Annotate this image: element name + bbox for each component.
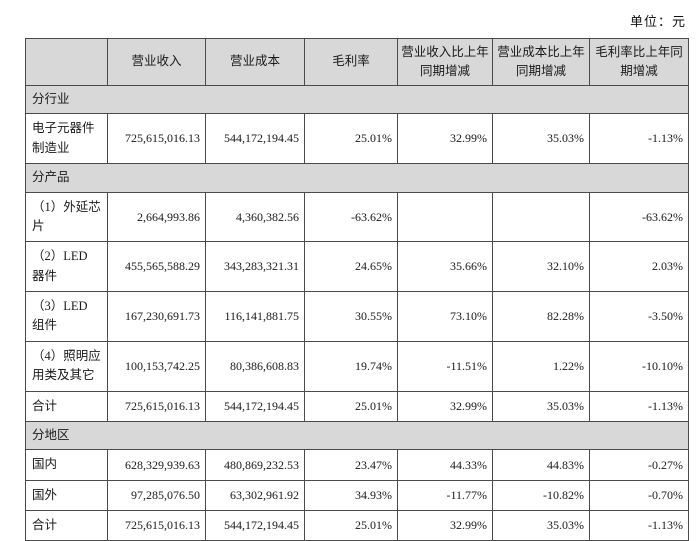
cell-value: 2.03%: [589, 241, 689, 292]
cell-value: 97,285,076.50: [107, 479, 206, 512]
row-label: 国外: [25, 479, 108, 512]
section-row: 分产品: [25, 163, 689, 193]
table-row: （2）LED 器件 455,565,588.29 343,283,321.31 24.…: [25, 241, 689, 292]
section-row: 分行业: [25, 84, 689, 115]
table-row: 国内 628,329,939.63 480,869,232.53 23.47% 44.3…: [25, 449, 689, 481]
cell-value: 34.93%: [304, 479, 398, 512]
cell-value: 80,386,608.83: [205, 340, 305, 392]
cell-value: 25.01%: [304, 390, 398, 422]
cell-value: -1.13%: [589, 509, 689, 541]
cell-value: 35.66%: [397, 241, 493, 292]
cell-value: [492, 191, 590, 243]
cell-value: 25.01%: [304, 113, 398, 165]
cell-value: -3.50%: [589, 291, 689, 342]
cell-value: -10.10%: [589, 340, 689, 392]
table-row: （1）外延芯片 2,664,993.86 4,360,382.56 -63.62% -6…: [25, 191, 689, 243]
cell-value: 44.83%: [492, 449, 590, 481]
cell-value: -63.62%: [304, 191, 398, 243]
cell-value: 116,141,881.75: [205, 291, 305, 342]
row-label: 合计: [25, 390, 108, 422]
row-label: 电子元器件制造业: [25, 113, 108, 165]
row-label: （2）LED 器件: [25, 241, 108, 292]
cell-value: 628,329,939.63: [107, 449, 206, 481]
table-row: （4）照明应用类及其它 100,153,742.25 80,386,608.83 19…: [25, 340, 689, 392]
financial-breakdown-table: 营业收入 营业成本 毛利率 营业收入比上年同期增减 营业成本比上年同期增减 毛利…: [25, 38, 689, 541]
cell-value: -11.51%: [397, 340, 493, 392]
cell-value: 82.28%: [492, 291, 590, 342]
cell-value: 32.99%: [397, 509, 493, 541]
cell-value: 23.47%: [304, 449, 398, 481]
cell-value: 73.10%: [397, 291, 493, 342]
cell-value: 2,664,993.86: [107, 191, 206, 243]
cell-value: 63,302,961.92: [205, 479, 305, 512]
row-label: 合计: [25, 509, 108, 541]
column-header-cost-yoy: 营业成本比上年同期增减: [492, 38, 590, 86]
section-row: 分地区: [25, 420, 689, 451]
cell-value: 480,869,232.53: [205, 449, 305, 481]
table-row: （3）LED 组件 167,230,691.73 116,141,881.75 30.…: [25, 291, 689, 342]
cell-value: 167,230,691.73: [107, 291, 206, 342]
cell-value: 44.33%: [397, 449, 493, 481]
cell-value: -11.77%: [397, 479, 493, 512]
column-header-rowlabel: [25, 38, 108, 86]
section-title: 分产品: [25, 163, 689, 193]
column-header-gross-margin: 毛利率: [304, 38, 398, 86]
cell-value: 1.22%: [492, 340, 590, 392]
cell-value: 19.74%: [304, 340, 398, 392]
column-header-revenue: 营业收入: [107, 38, 206, 86]
cell-value: -0.70%: [589, 479, 689, 512]
table-row: 合计 725,615,016.13 544,172,194.45 25.01% 32.9…: [25, 390, 689, 422]
cell-value: 25.01%: [304, 509, 398, 541]
cell-value: 725,615,016.13: [107, 509, 206, 541]
cell-value: 35.03%: [492, 509, 590, 541]
cell-value: 35.03%: [492, 390, 590, 422]
cell-value: [397, 191, 493, 243]
unit-label: 单位：元: [629, 14, 686, 29]
table-header-row: 营业收入 营业成本 毛利率 营业收入比上年同期增减 营业成本比上年同期增减 毛利…: [25, 38, 689, 86]
column-header-revenue-yoy: 营业收入比上年同期增减: [397, 38, 493, 86]
cell-value: 544,172,194.45: [205, 509, 305, 541]
cell-value: 455,565,588.29: [107, 241, 206, 292]
column-header-margin-yoy: 毛利率比上年同期增减: [589, 38, 689, 86]
cell-value: -1.13%: [589, 113, 689, 165]
cell-value: 343,283,321.31: [205, 241, 305, 292]
cell-value: -63.62%: [589, 191, 689, 243]
row-label: （4）照明应用类及其它: [25, 340, 108, 392]
cell-value: 544,172,194.45: [205, 390, 305, 422]
table-row: 合计 725,615,016.13 544,172,194.45 25.01% 32.9…: [25, 509, 689, 541]
cell-value: 4,360,382.56: [205, 191, 305, 243]
table-row: 国外 97,285,076.50 63,302,961.92 34.93% -11.77…: [25, 479, 689, 512]
cell-value: 32.10%: [492, 241, 590, 292]
section-title: 分地区: [25, 420, 689, 451]
cell-value: 725,615,016.13: [107, 113, 206, 165]
cell-value: -1.13%: [589, 390, 689, 422]
cell-value: -0.27%: [589, 449, 689, 481]
cell-value: 32.99%: [397, 390, 493, 422]
cell-value: 24.65%: [304, 241, 398, 292]
section-title: 分行业: [25, 84, 689, 115]
cell-value: 30.55%: [304, 291, 398, 342]
column-header-cost: 营业成本: [205, 38, 305, 86]
row-label: 国内: [25, 449, 108, 481]
cell-value: 35.03%: [492, 113, 590, 165]
table-row: 电子元器件制造业 725,615,016.13 544,172,194.45 25.0…: [25, 113, 689, 165]
cell-value: 544,172,194.45: [205, 113, 305, 165]
cell-value: 100,153,742.25: [107, 340, 206, 392]
cell-value: -10.82%: [492, 479, 590, 512]
row-label: （1）外延芯片: [25, 191, 108, 243]
cell-value: 725,615,016.13: [107, 390, 206, 422]
row-label: （3）LED 组件: [25, 291, 108, 342]
cell-value: 32.99%: [397, 113, 493, 165]
